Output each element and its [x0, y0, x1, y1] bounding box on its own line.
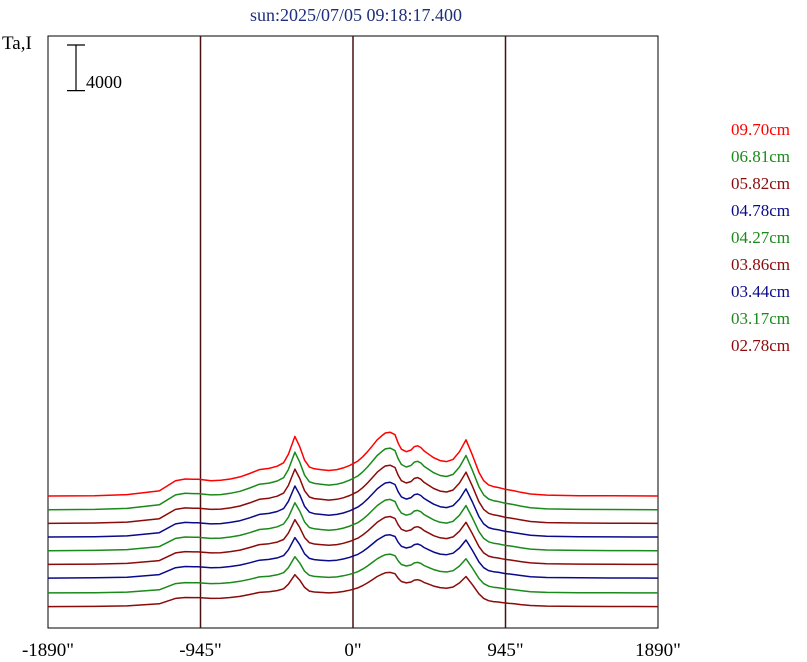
- legend-entry: 03.17cm: [731, 309, 790, 328]
- series-line-03.86cm: [47, 515, 659, 566]
- series-line-04.78cm: [47, 481, 659, 538]
- vertical-markers: [199, 36, 507, 628]
- legend-entry: 04.78cm: [731, 201, 790, 220]
- series-line-06.81cm: [47, 447, 659, 511]
- scale-bar-label: 4000: [86, 72, 122, 92]
- series-line-05.82cm: [47, 464, 659, 525]
- legend-entry: 03.86cm: [731, 255, 790, 274]
- series-line-09.70cm: [47, 431, 659, 497]
- legend-entry: 05.82cm: [731, 174, 790, 193]
- series-group: [47, 431, 659, 608]
- x-tick-label: 1890": [635, 640, 681, 661]
- x-tick-label: -945": [179, 640, 222, 661]
- legend-entry: 09.70cm: [731, 120, 790, 139]
- legend-entry: 02.78cm: [731, 336, 790, 355]
- scale-bar: [67, 44, 85, 92]
- legend-entry: 04.27cm: [731, 228, 790, 247]
- legend: 09.70cm 06.81cm 05.82cm 04.78cm 04.27cm 03.86…: [731, 120, 790, 355]
- series-line-04.27cm: [47, 498, 659, 552]
- series-line-02.78cm: [47, 571, 659, 608]
- y-axis-label: Ta,I: [2, 33, 32, 54]
- chart-title: sun:2025/07/05 09:18:17.400: [250, 5, 462, 25]
- x-axis-ticks: -1890" -945" 0" 945" 1890": [22, 640, 681, 661]
- x-tick-label: -1890": [22, 640, 74, 661]
- x-tick-label: 0": [344, 640, 361, 661]
- series-line-03.44cm: [47, 534, 659, 579]
- legend-entry: 06.81cm: [731, 147, 790, 166]
- x-tick-label: 945": [487, 640, 523, 661]
- legend-entry: 03.44cm: [731, 282, 790, 301]
- series-line-03.17cm: [47, 553, 659, 594]
